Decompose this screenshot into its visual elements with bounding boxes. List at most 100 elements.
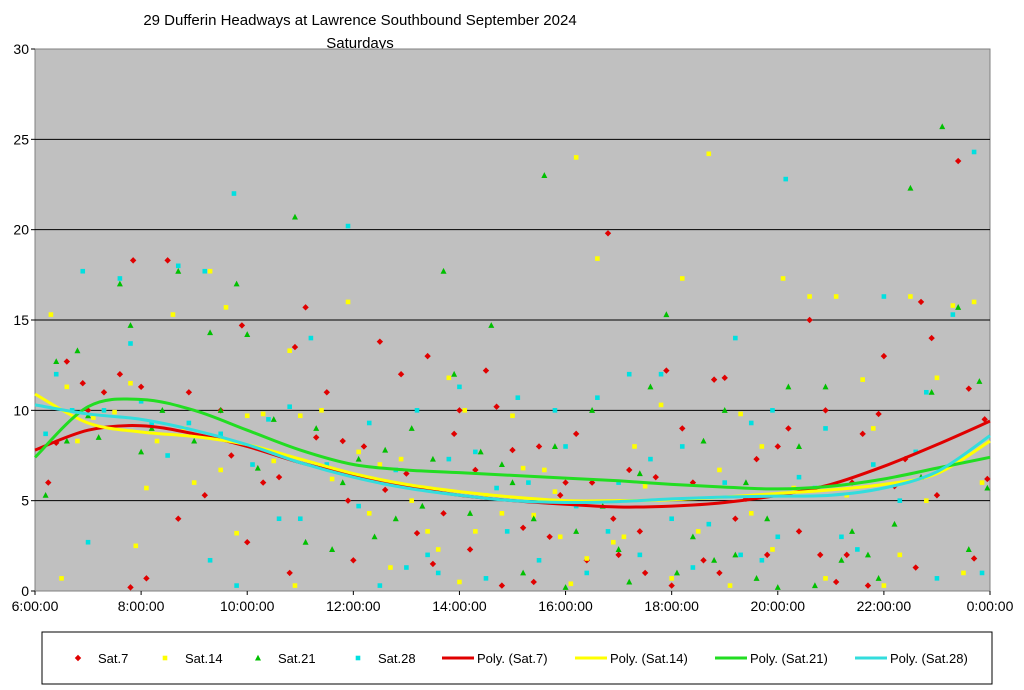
data-point [864,582,872,589]
data-point [175,267,182,274]
data-point [822,383,829,390]
data-point [979,570,985,576]
data-point [823,576,828,581]
data-point [276,516,282,522]
data-point [143,575,150,582]
data-point [717,467,722,473]
data-point [42,491,49,498]
data-point [775,534,781,540]
data-point [202,268,208,274]
data-point [297,413,303,419]
data-point [504,529,510,534]
data-point [377,583,383,588]
data-point [695,529,701,534]
data-point [689,533,696,540]
data-point [392,515,399,522]
data-point [748,420,754,426]
data-point [950,312,956,317]
data-point [137,383,145,391]
data-point [329,546,336,552]
data-point [271,458,277,464]
data-point [308,335,314,341]
data-point [377,462,383,467]
data-point [955,304,962,310]
data-point [595,395,600,400]
data-point [259,479,267,486]
chart-title: 29 Dufferin Headways at Lawrence Southbo… [143,12,576,29]
data-point [260,411,266,417]
legend: Sat.7 Sat.14 Sat.21 Sat.28 Poly. (Sat.7) Poly… [74,651,968,666]
data-point [530,578,537,586]
data-point [398,456,404,462]
series-sat-7 [45,157,991,591]
data-point [965,385,972,392]
data-point [859,430,866,438]
data-point [138,399,144,404]
data-point [457,384,462,390]
data-point [287,404,292,410]
data-point [690,565,696,570]
y-tick-label: 30 [13,41,29,57]
data-point [679,276,685,281]
data-point [950,303,956,308]
data-point [806,316,813,324]
data-point [510,413,515,419]
data-point [509,446,516,454]
data-point [75,438,80,444]
data-point [970,555,978,562]
data-point [234,530,239,536]
legend-box [41,631,993,685]
data-point [897,552,903,558]
data-point [313,425,320,431]
data-point [584,556,590,561]
data-point [934,375,940,381]
data-point [350,557,357,564]
data-point [128,380,133,386]
data-point [700,437,707,444]
data-point [770,408,775,413]
data-point [907,184,914,191]
data-point [928,388,935,395]
data-point [626,578,633,585]
data-point [584,570,590,576]
data-point [129,257,137,264]
data-point [473,529,478,534]
data-point [435,570,441,576]
data-point [457,579,462,585]
data-point [881,294,887,299]
data-point [498,461,505,468]
data-point [117,276,123,281]
data-point [473,449,478,455]
data-point [287,348,292,354]
data-point [164,257,171,264]
data-point [770,547,775,552]
data-point [679,425,686,432]
data-point [339,437,346,445]
data-point [286,569,293,577]
data-point [128,341,133,346]
data-point [74,347,81,354]
data-point [721,374,728,382]
data-point [636,470,643,477]
data-point [917,298,925,306]
data-point [732,551,739,558]
data-point [811,582,818,589]
data-point [526,480,531,485]
data-point [658,402,664,408]
data-point [546,533,553,540]
data-point [425,552,430,558]
data-point [976,378,983,384]
data-point [462,408,468,413]
data-point [669,576,674,581]
x-tick-label: 14:00:00 [432,598,487,614]
data-point [519,524,527,531]
data-point [908,294,913,299]
data-point [753,455,760,463]
data-point [637,552,643,558]
data-point [913,449,919,455]
data-point [961,570,966,576]
data-point [716,569,723,577]
data-point [404,565,409,570]
data-point [615,546,622,552]
